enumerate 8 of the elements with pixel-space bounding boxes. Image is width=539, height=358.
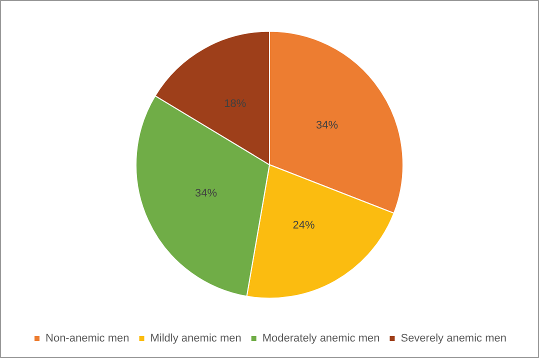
- data-label: 24%: [292, 219, 316, 232]
- legend-label: Moderately anemic men: [262, 332, 380, 344]
- data-label: 34%: [195, 188, 218, 200]
- data-label: 34%: [316, 119, 338, 132]
- legend-label: Mildly anemic men: [150, 332, 242, 344]
- legend-label: Severely anemic men: [400, 332, 507, 344]
- legend-label: Non-anemic men: [46, 332, 130, 344]
- data-label: 18%: [224, 98, 246, 110]
